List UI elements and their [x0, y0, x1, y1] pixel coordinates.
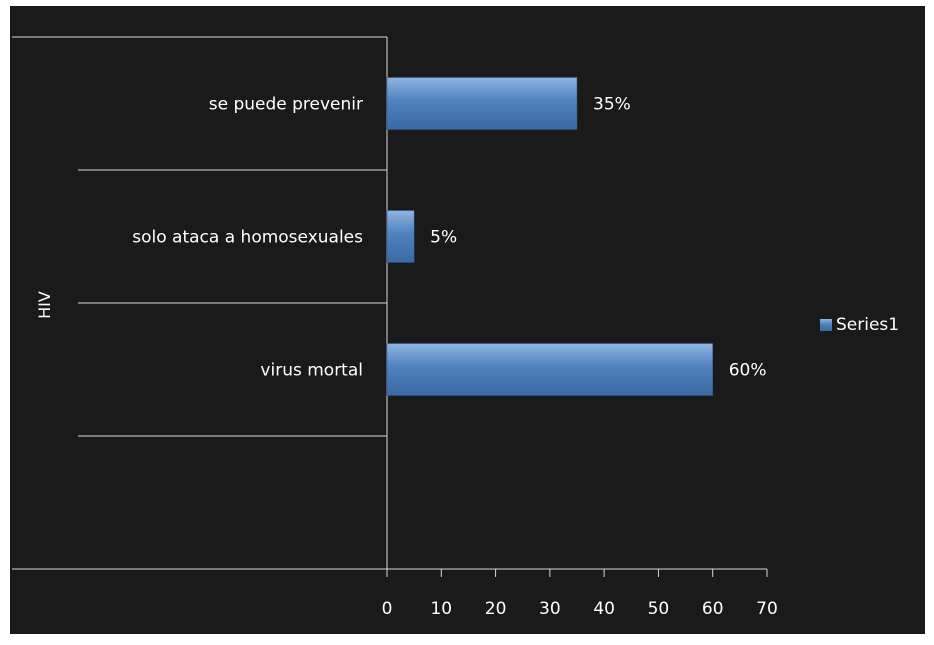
legend-swatch-series1: [820, 319, 832, 331]
category-label: virus mortal: [260, 361, 363, 381]
x-tick-label: 30: [539, 599, 561, 619]
x-tick-label: 0: [382, 599, 393, 619]
legend-label-series1: Series1: [836, 315, 899, 335]
bar: [386, 77, 578, 130]
bar: [386, 210, 415, 263]
x-tick-label: 20: [485, 599, 507, 619]
x-tick-label: 50: [648, 599, 670, 619]
data-label: 60%: [729, 361, 767, 381]
x-tick-label: 40: [593, 599, 615, 619]
y-axis-title: HIV: [35, 291, 54, 319]
x-tick-label: 10: [430, 599, 452, 619]
bar: [386, 343, 713, 396]
data-label: 35%: [593, 95, 631, 115]
legend: Series1: [820, 315, 899, 335]
data-label: 5%: [430, 228, 457, 248]
x-tick-label: 60: [702, 599, 724, 619]
x-tick-label: 70: [756, 599, 778, 619]
category-label: solo ataca a homosexuales: [132, 228, 363, 248]
category-label: se puede prevenir: [209, 95, 363, 115]
